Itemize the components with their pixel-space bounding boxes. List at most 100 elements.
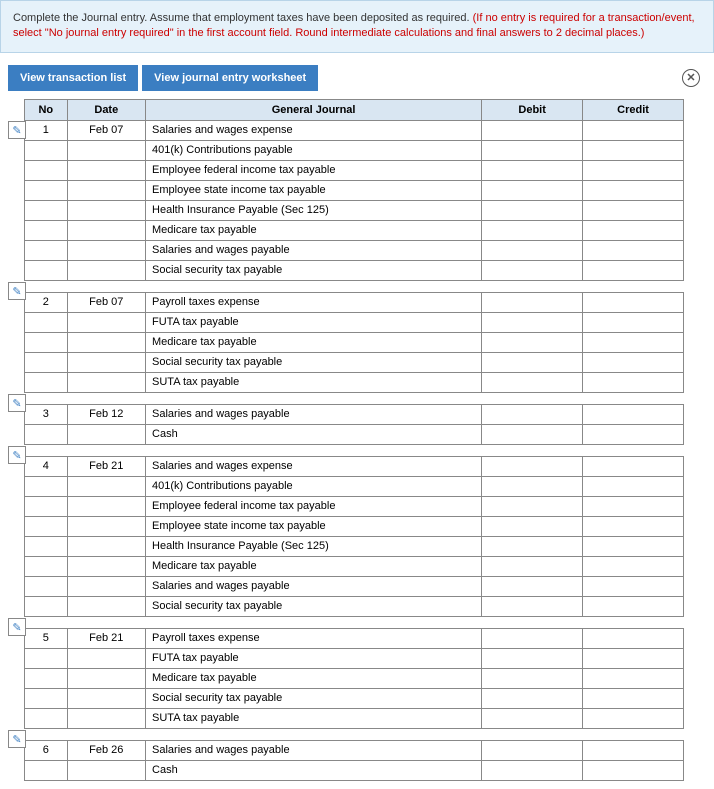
cell-credit[interactable] bbox=[583, 220, 684, 240]
cell-debit[interactable] bbox=[482, 628, 583, 648]
cell-debit[interactable] bbox=[482, 240, 583, 260]
cell-credit[interactable] bbox=[583, 668, 684, 688]
cell-account[interactable]: Medicare tax payable bbox=[146, 332, 482, 352]
cell-debit[interactable] bbox=[482, 556, 583, 576]
cell-debit[interactable] bbox=[482, 180, 583, 200]
cell-account[interactable]: 401(k) Contributions payable bbox=[146, 140, 482, 160]
cell-debit[interactable] bbox=[482, 740, 583, 760]
cell-debit[interactable] bbox=[482, 372, 583, 392]
cell-credit[interactable] bbox=[583, 476, 684, 496]
cell-account[interactable]: Payroll taxes expense bbox=[146, 292, 482, 312]
cell-account[interactable]: Social security tax payable bbox=[146, 260, 482, 280]
cell-debit[interactable] bbox=[482, 140, 583, 160]
cell-debit[interactable] bbox=[482, 708, 583, 728]
cell-no bbox=[25, 648, 68, 668]
cell-debit[interactable] bbox=[482, 516, 583, 536]
cell-credit[interactable] bbox=[583, 740, 684, 760]
cell-debit[interactable] bbox=[482, 496, 583, 516]
cell-account[interactable]: Salaries and wages expense bbox=[146, 456, 482, 476]
cell-credit[interactable] bbox=[583, 240, 684, 260]
edit-icon[interactable]: ✎ bbox=[8, 730, 26, 748]
cell-debit[interactable] bbox=[482, 456, 583, 476]
cell-debit[interactable] bbox=[482, 332, 583, 352]
cell-account[interactable]: Salaries and wages expense bbox=[146, 120, 482, 140]
cell-credit[interactable] bbox=[583, 456, 684, 476]
cell-debit[interactable] bbox=[482, 476, 583, 496]
view-journal-worksheet-button[interactable]: View journal entry worksheet bbox=[142, 65, 318, 91]
cell-account[interactable]: SUTA tax payable bbox=[146, 372, 482, 392]
cell-credit[interactable] bbox=[583, 372, 684, 392]
edit-icon[interactable]: ✎ bbox=[8, 121, 26, 139]
edit-icon[interactable]: ✎ bbox=[8, 282, 26, 300]
cell-credit[interactable] bbox=[583, 180, 684, 200]
cell-debit[interactable] bbox=[482, 424, 583, 444]
cell-debit[interactable] bbox=[482, 668, 583, 688]
cell-debit[interactable] bbox=[482, 760, 583, 780]
cell-credit[interactable] bbox=[583, 496, 684, 516]
cell-account[interactable]: Social security tax payable bbox=[146, 596, 482, 616]
cell-credit[interactable] bbox=[583, 576, 684, 596]
cell-debit[interactable] bbox=[482, 220, 583, 240]
cell-credit[interactable] bbox=[583, 260, 684, 280]
cell-account[interactable]: Salaries and wages payable bbox=[146, 404, 482, 424]
cell-account[interactable]: Employee federal income tax payable bbox=[146, 496, 482, 516]
cell-credit[interactable] bbox=[583, 120, 684, 140]
cell-debit[interactable] bbox=[482, 160, 583, 180]
cell-debit[interactable] bbox=[482, 260, 583, 280]
cell-credit[interactable] bbox=[583, 332, 684, 352]
cell-debit[interactable] bbox=[482, 688, 583, 708]
cell-account[interactable]: Employee state income tax payable bbox=[146, 180, 482, 200]
cell-debit[interactable] bbox=[482, 120, 583, 140]
cell-debit[interactable] bbox=[482, 404, 583, 424]
cell-account[interactable]: Health Insurance Payable (Sec 125) bbox=[146, 536, 482, 556]
cell-account[interactable]: FUTA tax payable bbox=[146, 312, 482, 332]
cell-credit[interactable] bbox=[583, 160, 684, 180]
cell-account[interactable]: Payroll taxes expense bbox=[146, 628, 482, 648]
cell-credit[interactable] bbox=[583, 628, 684, 648]
cell-account[interactable]: Health Insurance Payable (Sec 125) bbox=[146, 200, 482, 220]
cell-credit[interactable] bbox=[583, 140, 684, 160]
cell-credit[interactable] bbox=[583, 648, 684, 668]
cell-account[interactable]: Employee state income tax payable bbox=[146, 516, 482, 536]
cell-debit[interactable] bbox=[482, 648, 583, 668]
edit-icon[interactable]: ✎ bbox=[8, 618, 26, 636]
edit-icon[interactable]: ✎ bbox=[8, 394, 26, 412]
cell-credit[interactable] bbox=[583, 688, 684, 708]
cell-account[interactable]: 401(k) Contributions payable bbox=[146, 476, 482, 496]
cell-credit[interactable] bbox=[583, 556, 684, 576]
cell-account[interactable]: Salaries and wages payable bbox=[146, 576, 482, 596]
cell-debit[interactable] bbox=[482, 312, 583, 332]
cell-credit[interactable] bbox=[583, 536, 684, 556]
cell-account[interactable]: Cash bbox=[146, 760, 482, 780]
cell-credit[interactable] bbox=[583, 708, 684, 728]
cell-credit[interactable] bbox=[583, 404, 684, 424]
cell-credit[interactable] bbox=[583, 424, 684, 444]
cell-debit[interactable] bbox=[482, 200, 583, 220]
cell-account[interactable]: SUTA tax payable bbox=[146, 708, 482, 728]
close-icon[interactable]: ✕ bbox=[682, 69, 700, 87]
cell-account[interactable]: Medicare tax payable bbox=[146, 556, 482, 576]
cell-account[interactable]: Social security tax payable bbox=[146, 352, 482, 372]
cell-debit[interactable] bbox=[482, 352, 583, 372]
cell-account[interactable]: Medicare tax payable bbox=[146, 668, 482, 688]
cell-debit[interactable] bbox=[482, 536, 583, 556]
cell-account[interactable]: Salaries and wages payable bbox=[146, 740, 482, 760]
edit-icon[interactable]: ✎ bbox=[8, 446, 26, 464]
cell-account[interactable]: Social security tax payable bbox=[146, 688, 482, 708]
cell-credit[interactable] bbox=[583, 596, 684, 616]
cell-account[interactable]: FUTA tax payable bbox=[146, 648, 482, 668]
cell-account[interactable]: Cash bbox=[146, 424, 482, 444]
cell-credit[interactable] bbox=[583, 292, 684, 312]
cell-debit[interactable] bbox=[482, 576, 583, 596]
cell-credit[interactable] bbox=[583, 312, 684, 332]
cell-account[interactable]: Employee federal income tax payable bbox=[146, 160, 482, 180]
cell-debit[interactable] bbox=[482, 596, 583, 616]
cell-credit[interactable] bbox=[583, 516, 684, 536]
cell-account[interactable]: Salaries and wages payable bbox=[146, 240, 482, 260]
cell-credit[interactable] bbox=[583, 352, 684, 372]
cell-credit[interactable] bbox=[583, 760, 684, 780]
cell-credit[interactable] bbox=[583, 200, 684, 220]
cell-debit[interactable] bbox=[482, 292, 583, 312]
view-transaction-list-button[interactable]: View transaction list bbox=[8, 65, 138, 91]
cell-account[interactable]: Medicare tax payable bbox=[146, 220, 482, 240]
